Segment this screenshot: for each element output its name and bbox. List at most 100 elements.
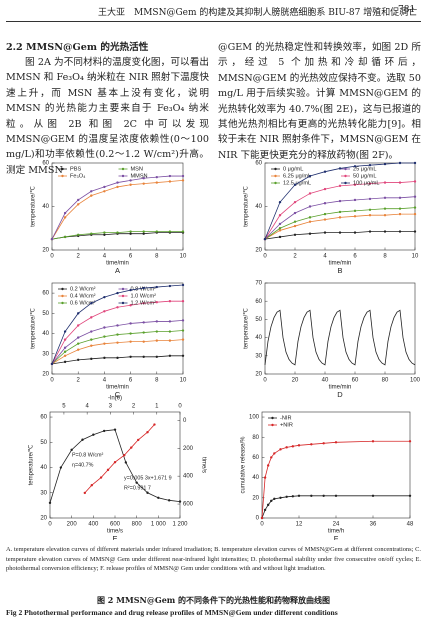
data-point — [168, 320, 172, 323]
data-point — [155, 230, 158, 233]
legend-label: 6.25 μg/mL — [283, 173, 311, 179]
x-tick-label: 10 — [412, 254, 419, 260]
data-point — [103, 233, 106, 236]
series-line — [51, 300, 183, 365]
data-point — [146, 431, 149, 434]
y-tick-label: 20 — [252, 495, 259, 501]
data-point — [322, 494, 325, 497]
data-point — [178, 500, 182, 503]
data-point — [113, 428, 117, 431]
x-axis-label: time/s — [107, 529, 123, 535]
data-point — [168, 230, 172, 233]
y-tick-label: 30 — [255, 353, 262, 359]
data-point — [181, 179, 185, 182]
data-point — [142, 230, 145, 233]
legend-marker — [274, 167, 277, 171]
panel-label: F — [334, 534, 339, 540]
y-tick-label: 60 — [252, 455, 259, 461]
legend-marker — [61, 174, 64, 178]
data-point — [142, 331, 145, 334]
data-point — [181, 329, 185, 332]
x-tick-label: 200 — [67, 522, 78, 528]
data-point — [338, 231, 342, 234]
data-point — [116, 341, 119, 344]
y-tick-label: 60 — [255, 299, 262, 305]
data-point — [116, 306, 119, 309]
data-point — [278, 200, 282, 204]
data-point — [92, 433, 95, 436]
data-point — [413, 195, 417, 198]
data-point — [103, 356, 106, 360]
annotation: P=0.8 W/cm² — [72, 452, 104, 458]
data-point — [278, 214, 282, 217]
y-tick-label: 50 — [42, 311, 49, 317]
data-point — [129, 340, 132, 343]
legend-marker — [61, 287, 64, 291]
y-tick-label: 60 — [255, 161, 262, 167]
data-point — [278, 235, 282, 239]
data-point — [285, 495, 288, 498]
y-tick-label: 40 — [255, 204, 262, 210]
panel-label: D — [337, 390, 343, 399]
legend-label: 100 μg/mL — [353, 180, 380, 186]
data-point — [338, 184, 342, 188]
data-point — [103, 190, 106, 193]
y-axis-label: temperature/℃ — [29, 444, 35, 485]
series-line — [49, 429, 181, 503]
series-line — [264, 181, 416, 240]
y-axis-label: temperature/℃ — [31, 308, 37, 349]
caption-title-cn: 图 2 MMSN@Gem 的不同条件下的光热性能和药物释放曲线图 — [96, 595, 331, 605]
legend-marker — [61, 294, 64, 298]
data-point — [181, 174, 185, 178]
data-point — [263, 476, 267, 479]
y2-tick-label: 400 — [183, 474, 194, 480]
data-point — [413, 180, 417, 183]
data-point — [129, 179, 132, 182]
data-point — [77, 203, 80, 206]
x2-tick-label: 0 — [178, 404, 182, 410]
data-point — [168, 354, 172, 357]
data-point — [383, 207, 387, 210]
data-point — [103, 185, 106, 189]
data-point — [129, 288, 132, 292]
data-point — [142, 286, 145, 290]
data-point — [77, 358, 80, 362]
data-point — [181, 338, 185, 341]
data-point — [48, 501, 52, 505]
legend-label: 0 μg/mL — [283, 166, 303, 172]
data-point — [90, 190, 93, 193]
data-point — [338, 210, 342, 214]
y-tick-label: 60 — [42, 161, 49, 167]
legend-label: 0.6 W/cm² — [70, 300, 96, 306]
data-point — [323, 218, 327, 221]
data-point — [63, 360, 67, 364]
body-right: @GEM 的光热稳定性和转换效率，如图 2D 所示，经过 5 个加热和冷却循环后… — [218, 42, 421, 161]
x-tick-label: 4 — [103, 254, 107, 260]
data-point — [266, 464, 270, 467]
data-point — [371, 494, 375, 497]
figure: 0 2 4 6 8 10204060time/mintemperature/℃APBSFe… — [29, 161, 421, 540]
legend-label: 1.2 W/cm² — [131, 300, 157, 306]
data-point — [90, 484, 93, 487]
x-tick-label: 4 — [103, 378, 107, 384]
data-point — [129, 304, 132, 307]
legend-label: Fe₃O₄ — [70, 173, 86, 179]
data-point — [142, 321, 145, 324]
y-axis-label: temperature/℃ — [244, 186, 250, 227]
data-point — [157, 496, 160, 500]
x-axis-label: time/h — [328, 529, 344, 535]
data-point — [113, 461, 117, 464]
y-tick-label: 50 — [255, 317, 262, 323]
legend-label: 0.2 W/cm² — [70, 286, 96, 292]
y-axis-label: cumulative release/% — [241, 436, 247, 494]
y2-tick-label: 600 — [183, 502, 194, 508]
x-tick-label: 0 — [260, 522, 264, 528]
legend-label: 25 μg/mL — [353, 166, 376, 172]
y-tick-label: 40 — [42, 204, 49, 210]
y-tick-label: 70 — [255, 281, 262, 287]
x-tick-label: 10 — [180, 378, 187, 384]
panel-label: C — [115, 390, 121, 399]
legend-label: -NIR — [280, 415, 292, 421]
legend-marker — [61, 167, 64, 171]
data-point — [142, 177, 145, 180]
